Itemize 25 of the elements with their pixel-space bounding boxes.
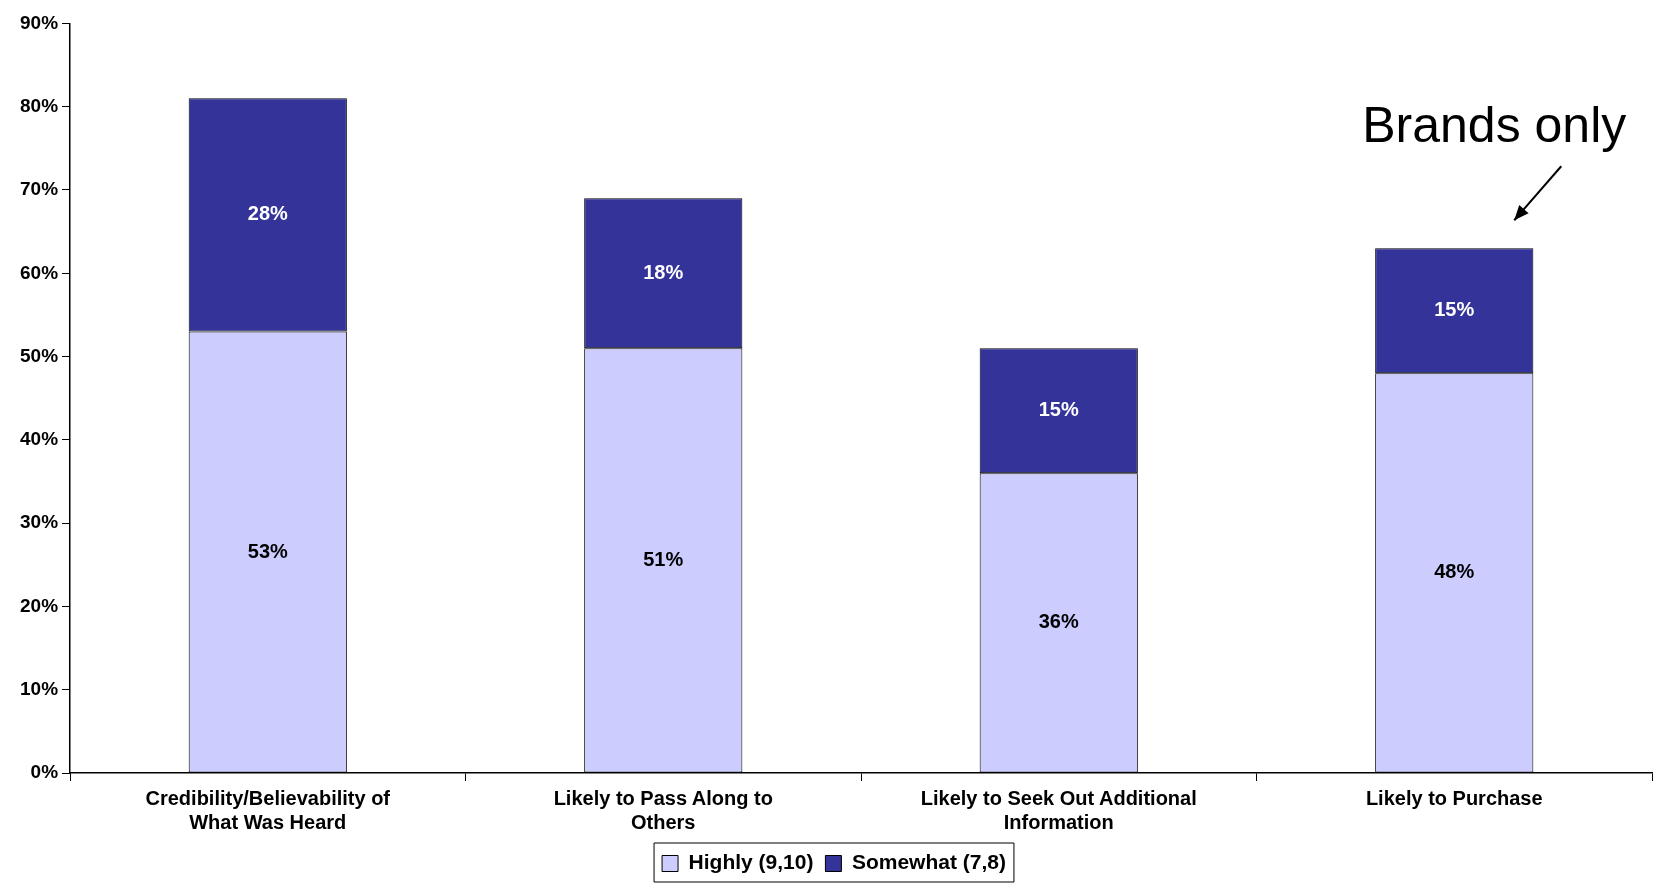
x-tick-label: Likely to Seek Out Additional Information [920,786,1197,833]
y-tick-label: 0% [30,761,59,783]
data-label: 53% [247,539,288,562]
y-tick-label: 30% [20,511,59,533]
x-tick-label: Credibility/Believability of What Was Heard [145,786,391,833]
y-tick-label: 90% [20,11,59,33]
data-label: 51% [643,547,684,570]
y-tick-label: 70% [20,178,59,200]
x-tick-label: Likely to Purchase [1365,786,1543,809]
data-label: 28% [247,202,288,225]
data-label: 48% [1434,560,1475,583]
data-label: 15% [1434,298,1475,321]
y-tick-label: 20% [20,594,59,616]
legend-label: Highly (9,10) [688,850,814,874]
data-label: 18% [643,260,684,283]
y-tick-label: 80% [20,94,59,116]
annotation: Brands only [1362,97,1627,154]
legend-label: Somewhat (7,8) [851,850,1006,874]
data-label: 36% [1038,610,1079,633]
data-label: 15% [1038,398,1079,421]
x-tick-label: Likely to Pass Along to Others [553,786,773,833]
y-tick-label: 50% [20,344,59,366]
y-tick-label: 60% [20,261,59,283]
y-tick-label: 40% [20,428,59,450]
y-tick-label: 10% [20,677,59,699]
